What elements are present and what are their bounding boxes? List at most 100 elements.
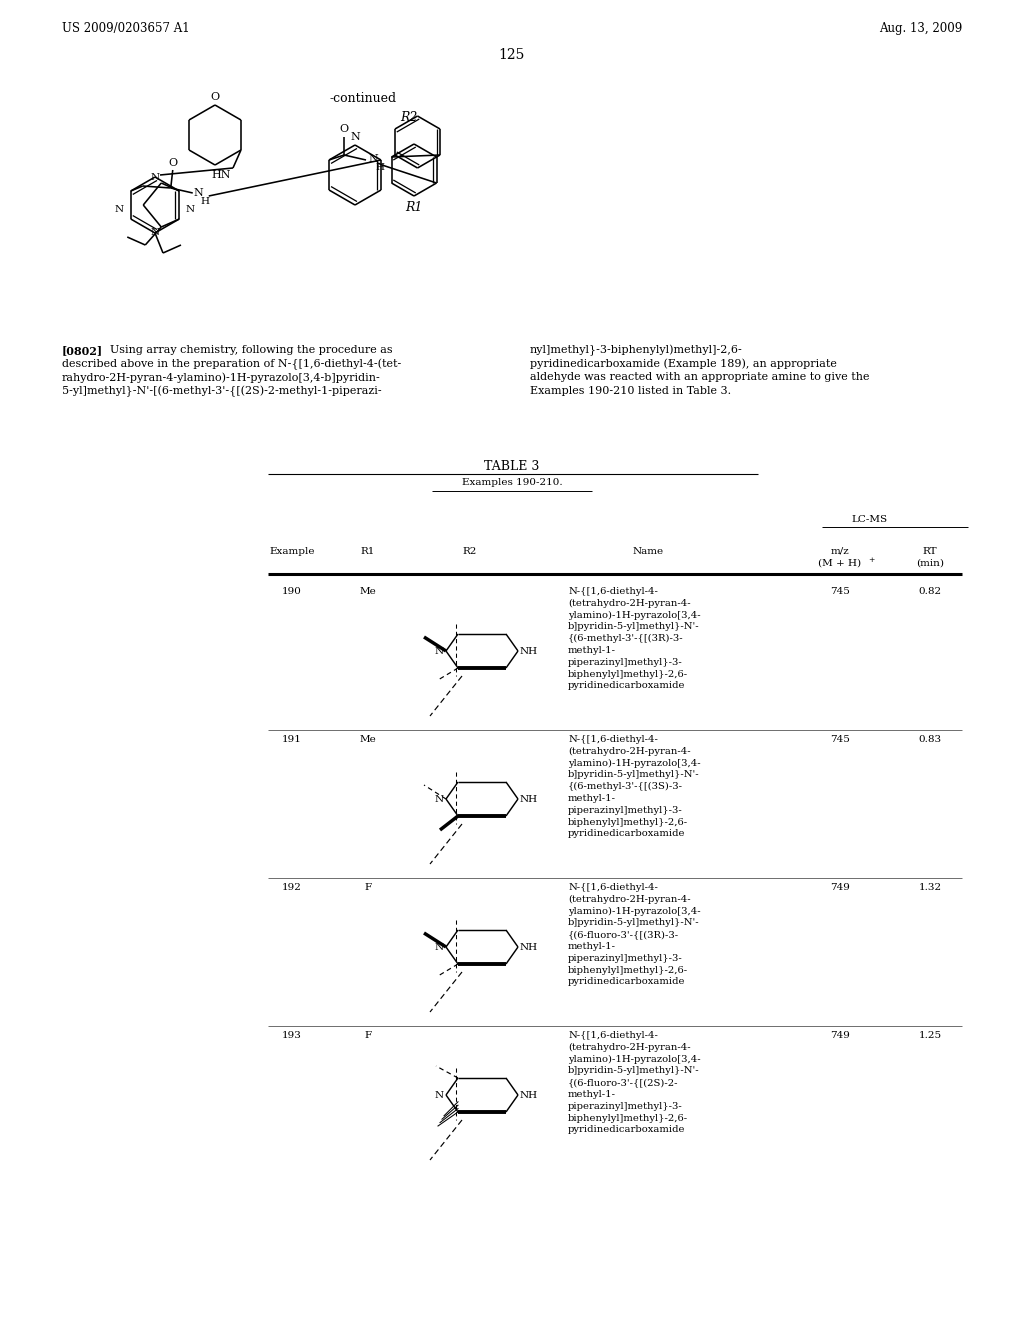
Text: Me: Me (359, 587, 377, 597)
Text: N: N (368, 154, 378, 164)
Text: 749: 749 (830, 883, 850, 892)
Text: b]pyridin-5-yl]methyl}-N'-: b]pyridin-5-yl]methyl}-N'- (568, 771, 699, 779)
Text: described above in the preparation of N-{[1,6-diethyl-4-(tet-: described above in the preparation of N-… (62, 359, 401, 370)
Text: Name: Name (633, 546, 664, 556)
Text: H: H (375, 162, 384, 172)
Text: pyridinedicarboxamide: pyridinedicarboxamide (568, 829, 685, 838)
Text: R1: R1 (360, 546, 375, 556)
Text: biphenylyl]methyl}-2,6-: biphenylyl]methyl}-2,6- (568, 1114, 688, 1122)
Text: ylamino)-1H-pyrazolo[3,4-: ylamino)-1H-pyrazolo[3,4- (568, 1055, 700, 1064)
Text: Examples 190-210.: Examples 190-210. (462, 478, 562, 487)
Text: piperazinyl]methyl}-3-: piperazinyl]methyl}-3- (568, 805, 683, 814)
Text: Using array chemistry, following the procedure as: Using array chemistry, following the pro… (110, 345, 392, 355)
Text: (tetrahydro-2H-pyran-4-: (tetrahydro-2H-pyran-4- (568, 895, 690, 904)
Text: N: N (350, 132, 359, 143)
Text: methyl-1-: methyl-1- (568, 942, 616, 950)
Text: N-{[1,6-diethyl-4-: N-{[1,6-diethyl-4- (568, 883, 657, 892)
Text: O: O (340, 124, 348, 135)
Text: HN: HN (212, 170, 231, 180)
Text: N: N (194, 187, 204, 198)
Text: pyridinedicarboxamide (Example 189), an appropriate: pyridinedicarboxamide (Example 189), an … (530, 359, 837, 370)
Text: R2: R2 (400, 111, 418, 124)
Text: R1: R1 (406, 201, 423, 214)
Text: -continued: -continued (330, 92, 397, 106)
Text: (tetrahydro-2H-pyran-4-: (tetrahydro-2H-pyran-4- (568, 1043, 690, 1052)
Text: piperazinyl]methyl}-3-: piperazinyl]methyl}-3- (568, 954, 683, 962)
Text: ylamino)-1H-pyrazolo[3,4-: ylamino)-1H-pyrazolo[3,4- (568, 907, 700, 916)
Text: b]pyridin-5-yl]methyl}-N'-: b]pyridin-5-yl]methyl}-N'- (568, 919, 699, 928)
Text: Examples 190-210 listed in Table 3.: Examples 190-210 listed in Table 3. (530, 385, 731, 396)
Text: R2: R2 (463, 546, 477, 556)
Text: RT: RT (923, 546, 937, 556)
Text: m/z: m/z (830, 546, 849, 556)
Text: Aug. 13, 2009: Aug. 13, 2009 (879, 22, 962, 36)
Text: aldehyde was reacted with an appropriate amine to give the: aldehyde was reacted with an appropriate… (530, 372, 869, 381)
Text: methyl-1-: methyl-1- (568, 645, 616, 655)
Text: 5-yl]methyl}-N'-[(6-methyl-3'-{[(2S)-2-methyl-1-piperazi-: 5-yl]methyl}-N'-[(6-methyl-3'-{[(2S)-2-m… (62, 385, 382, 397)
Text: b]pyridin-5-yl]methyl}-N'-: b]pyridin-5-yl]methyl}-N'- (568, 623, 699, 631)
Text: [0802]: [0802] (62, 345, 103, 356)
Text: 1.32: 1.32 (919, 883, 941, 892)
Text: pyridinedicarboxamide: pyridinedicarboxamide (568, 681, 685, 690)
Text: nyl]methyl}-3-biphenylyl)methyl]-2,6-: nyl]methyl}-3-biphenylyl)methyl]-2,6- (530, 345, 742, 356)
Text: methyl-1-: methyl-1- (568, 1090, 616, 1100)
Text: NH: NH (520, 647, 539, 656)
Text: Example: Example (269, 546, 314, 556)
Text: 749: 749 (830, 1031, 850, 1040)
Text: O: O (211, 92, 219, 102)
Text: NH: NH (520, 1090, 539, 1100)
Text: 125: 125 (499, 48, 525, 62)
Text: N: N (435, 1090, 444, 1100)
Text: N-{[1,6-diethyl-4-: N-{[1,6-diethyl-4- (568, 1031, 657, 1040)
Text: N: N (435, 795, 444, 804)
Text: 1.25: 1.25 (919, 1031, 941, 1040)
Text: 0.82: 0.82 (919, 587, 941, 597)
Text: F: F (365, 1031, 372, 1040)
Text: O: O (168, 158, 177, 168)
Text: b]pyridin-5-yl]methyl}-N'-: b]pyridin-5-yl]methyl}-N'- (568, 1067, 699, 1076)
Text: rahydro-2H-pyran-4-ylamino)-1H-pyrazolo[3,4-b]pyridin-: rahydro-2H-pyran-4-ylamino)-1H-pyrazolo[… (62, 372, 381, 383)
Text: 193: 193 (282, 1031, 302, 1040)
Text: {(6-methyl-3'-{[(3R)-3-: {(6-methyl-3'-{[(3R)-3- (568, 634, 684, 643)
Text: 190: 190 (282, 587, 302, 597)
Text: methyl-1-: methyl-1- (568, 795, 616, 803)
Text: 745: 745 (830, 735, 850, 744)
Text: NH: NH (520, 795, 539, 804)
Text: {(6-fluoro-3'-{[(2S)-2-: {(6-fluoro-3'-{[(2S)-2- (568, 1078, 679, 1088)
Text: N: N (435, 647, 444, 656)
Text: {(6-methyl-3'-{[(3S)-3-: {(6-methyl-3'-{[(3S)-3- (568, 783, 683, 791)
Text: pyridinedicarboxamide: pyridinedicarboxamide (568, 1126, 685, 1134)
Text: 0.83: 0.83 (919, 735, 941, 744)
Text: +: + (868, 556, 874, 564)
Text: (min): (min) (916, 558, 944, 568)
Text: N: N (151, 173, 160, 182)
Text: pyridinedicarboxamide: pyridinedicarboxamide (568, 977, 685, 986)
Text: US 2009/0203657 A1: US 2009/0203657 A1 (62, 22, 189, 36)
Text: piperazinyl]methyl}-3-: piperazinyl]methyl}-3- (568, 1102, 683, 1111)
Text: F: F (365, 883, 372, 892)
Text: N: N (186, 205, 196, 214)
Text: N-{[1,6-diethyl-4-: N-{[1,6-diethyl-4- (568, 587, 657, 597)
Text: ylamino)-1H-pyrazolo[3,4-: ylamino)-1H-pyrazolo[3,4- (568, 611, 700, 619)
Text: N: N (115, 205, 124, 214)
Text: H: H (201, 197, 210, 206)
Text: (tetrahydro-2H-pyran-4-: (tetrahydro-2H-pyran-4- (568, 599, 690, 609)
Text: N: N (435, 942, 444, 952)
Text: (M + H): (M + H) (818, 558, 861, 568)
Text: NH: NH (520, 942, 539, 952)
Text: ylamino)-1H-pyrazolo[3,4-: ylamino)-1H-pyrazolo[3,4- (568, 759, 700, 768)
Text: biphenylyl]methyl}-2,6-: biphenylyl]methyl}-2,6- (568, 966, 688, 974)
Text: {(6-fluoro-3'-{[(3R)-3-: {(6-fluoro-3'-{[(3R)-3- (568, 931, 679, 940)
Text: N: N (151, 228, 160, 238)
Text: N-{[1,6-diethyl-4-: N-{[1,6-diethyl-4- (568, 735, 657, 744)
Text: LC-MS: LC-MS (852, 515, 888, 524)
Text: biphenylyl]methyl}-2,6-: biphenylyl]methyl}-2,6- (568, 817, 688, 826)
Text: 745: 745 (830, 587, 850, 597)
Text: 192: 192 (282, 883, 302, 892)
Text: biphenylyl]methyl}-2,6-: biphenylyl]methyl}-2,6- (568, 669, 688, 678)
Text: Me: Me (359, 735, 377, 744)
Text: piperazinyl]methyl}-3-: piperazinyl]methyl}-3- (568, 657, 683, 667)
Text: TABLE 3: TABLE 3 (484, 459, 540, 473)
Text: 191: 191 (282, 735, 302, 744)
Text: (tetrahydro-2H-pyran-4-: (tetrahydro-2H-pyran-4- (568, 747, 690, 756)
